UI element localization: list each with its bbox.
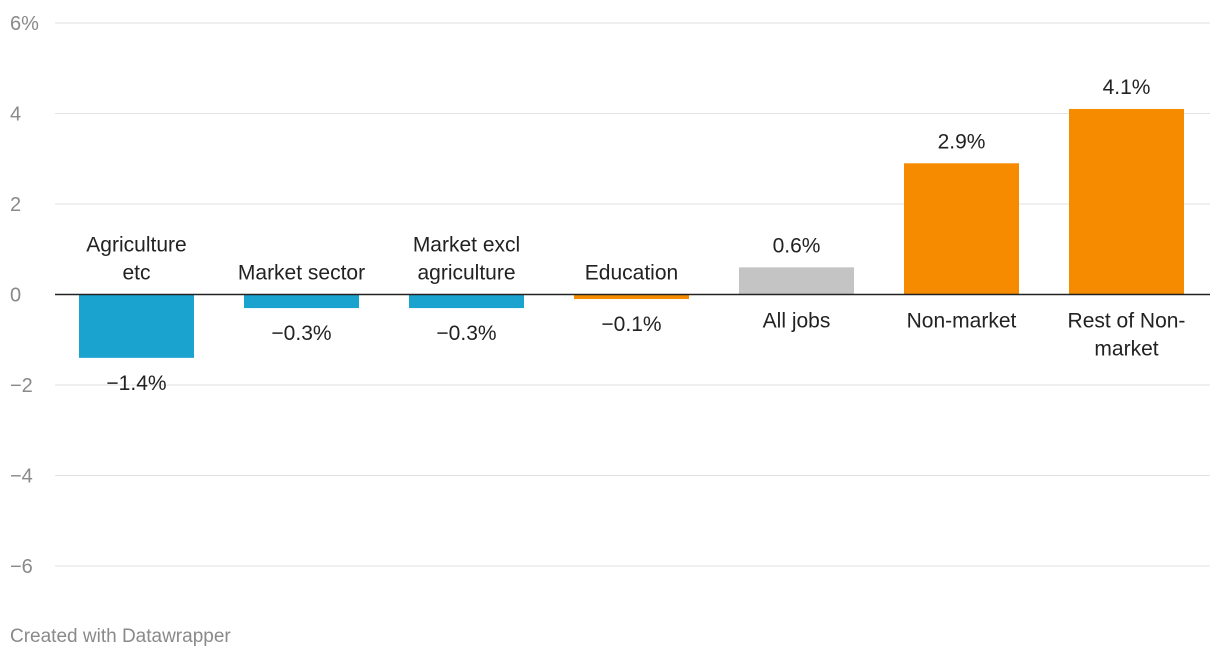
category-label: All jobs [763,310,831,333]
data-label: −0.3% [271,322,331,345]
bar [739,267,854,295]
bar [409,294,524,309]
category-label: Rest of Non-market [1068,310,1186,361]
gridlines: 6% 4 2 0 −2 −4 −6 [10,13,1210,578]
category-label: Market sector [238,262,365,285]
bar [904,163,1019,295]
bars [55,108,1210,358]
data-label: −0.1% [601,313,661,336]
data-label: −0.3% [436,322,496,345]
bar [574,294,689,300]
bar [79,294,194,358]
y-tick-label: −4 [10,466,33,488]
bar [244,294,359,309]
y-tick-label: 2 [10,194,21,216]
credit-text: Created with Datawrapper [10,626,231,647]
data-label: −1.4% [106,372,166,395]
bar-chart: 6% 4 2 0 −2 −4 −6 −1.4% Agriculture etc −0.3% Mark… [10,13,1210,578]
bar [1069,108,1184,295]
y-tick-label: 0 [10,285,21,307]
y-tick-label: 4 [10,104,21,126]
data-label: 2.9% [938,130,986,153]
data-label: 4.1% [1103,76,1151,99]
labels: −1.4% Agriculture etc −0.3% Market sector −0.… [86,76,1185,395]
category-label: Market excl agriculture [413,234,520,285]
y-tick-label: −6 [10,556,33,578]
category-label: Non-market [907,310,1017,333]
category-label: Education [585,262,678,285]
data-label: 0.6% [773,234,821,257]
y-tick-label: 6% [10,13,39,35]
y-tick-label: −2 [10,375,33,397]
category-label: Agriculture etc [86,234,186,285]
